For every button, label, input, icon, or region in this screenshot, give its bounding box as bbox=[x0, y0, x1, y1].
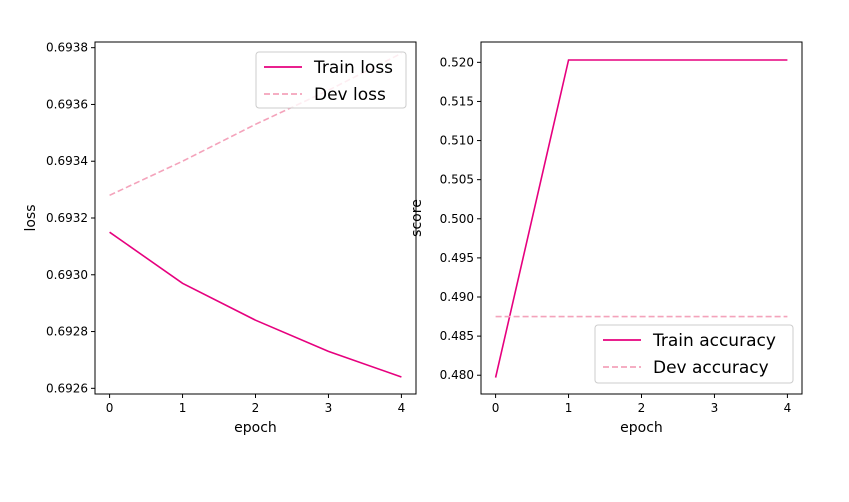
y-tick-label: 0.6936 bbox=[46, 97, 88, 111]
series-line-1 bbox=[109, 231, 402, 378]
x-tick-label: 1 bbox=[179, 401, 187, 415]
chart-2: 0 1 2 3 4 0.480 0.485 0.490 0.495 0.500 0.505 0.510… bbox=[409, 41, 803, 436]
y-tick-label: 0.6932 bbox=[46, 211, 88, 225]
y-axis-label: loss bbox=[23, 204, 39, 231]
legend: Train accuracy Dev accuracy bbox=[594, 324, 794, 384]
legend-label: Dev loss bbox=[314, 85, 386, 105]
y-tick-label: 0.6934 bbox=[46, 154, 88, 168]
y-tick-label: 0.480 bbox=[440, 368, 474, 382]
y-tick-label: 0.510 bbox=[440, 134, 474, 148]
y-tick-label: 0.515 bbox=[440, 94, 474, 108]
y-tick-label: 0.495 bbox=[440, 251, 474, 265]
legend-label: Train accuracy bbox=[652, 331, 776, 351]
y-tick-label: 0.505 bbox=[440, 173, 474, 187]
x-tick-label: 3 bbox=[325, 401, 333, 415]
x-tick-label: 4 bbox=[398, 401, 406, 415]
y-tick-label: 0.6928 bbox=[46, 325, 88, 339]
x-tick-label: 2 bbox=[252, 401, 260, 415]
x-axis-label: epoch bbox=[620, 420, 663, 436]
x-tick-label: 3 bbox=[711, 401, 719, 415]
x-tick-label: 2 bbox=[638, 401, 646, 415]
legend-label: Dev accuracy bbox=[653, 358, 769, 378]
chart-1: 0 1 2 3 4 0.6926 0.6928 0.6930 0.6932 0.6934 0.693… bbox=[23, 41, 417, 436]
x-tick-label: 4 bbox=[784, 401, 792, 415]
y-tick-label: 0.490 bbox=[440, 290, 474, 304]
y-tick-label: 0.500 bbox=[440, 212, 474, 226]
y-tick-label: 0.520 bbox=[440, 55, 474, 69]
legend-label: Train loss bbox=[313, 58, 393, 78]
x-tick-label: 0 bbox=[492, 401, 500, 415]
legend-box bbox=[594, 324, 794, 384]
x-axis-label: epoch bbox=[234, 420, 277, 436]
y-tick-label: 0.6926 bbox=[46, 381, 88, 395]
legend: Train loss Dev loss bbox=[255, 51, 407, 109]
x-tick-label: 1 bbox=[565, 401, 573, 415]
y-tick-label: 0.485 bbox=[440, 329, 474, 343]
y-axis-label: score bbox=[409, 199, 425, 237]
y-tick-label: 0.6938 bbox=[46, 41, 88, 55]
y-tick-label: 0.6930 bbox=[46, 268, 88, 282]
x-tick-label: 0 bbox=[106, 401, 114, 415]
